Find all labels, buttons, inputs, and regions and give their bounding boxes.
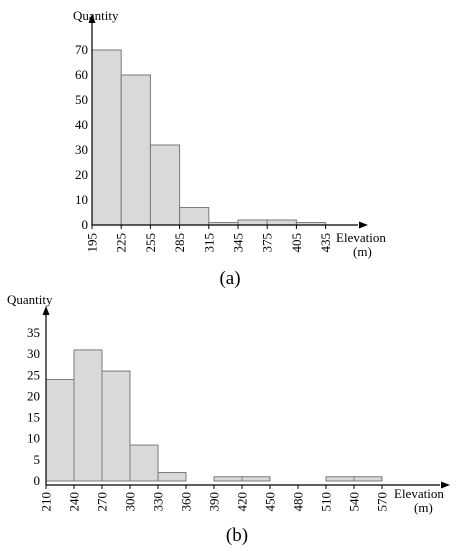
x-tick-label: 570	[375, 492, 390, 512]
x-tick-label: 225	[114, 233, 129, 253]
x-tick-label: 345	[231, 233, 246, 253]
histogram-bar	[91, 49, 122, 226]
histogram-bar	[241, 476, 271, 482]
x-tick-label: 450	[263, 492, 278, 512]
x-tick-label: 195	[85, 233, 100, 253]
histogram-bar	[101, 370, 131, 482]
y-tick-label: 30	[75, 142, 88, 157]
x-tick-label: 405	[289, 233, 304, 253]
panel-label-a: (a)	[219, 268, 240, 289]
y-tick-label: 30	[27, 346, 40, 361]
x-tick-label: 285	[172, 233, 187, 253]
x-tick-label: 390	[207, 492, 222, 512]
x-tick-label: 240	[67, 492, 82, 512]
y-tick-label: 25	[27, 367, 40, 382]
x-axis-arrow-a	[359, 221, 368, 229]
y-tick-label: 20	[27, 388, 40, 403]
x-tick-label: 210	[39, 492, 54, 512]
x-tick-label: 255	[143, 233, 158, 253]
histogram-bar	[73, 349, 103, 482]
histogram-bar	[120, 74, 151, 226]
y-tick-label: 60	[75, 67, 88, 82]
y-tick-label: 0	[82, 217, 89, 232]
x-tick-label: 270	[95, 492, 110, 512]
y-tick-label: 20	[75, 167, 88, 182]
y-tick-label: 10	[75, 192, 88, 207]
y-axis-label-a: Quantity	[73, 8, 119, 23]
histogram-bar	[179, 207, 210, 226]
x-tick-label: 300	[123, 492, 138, 512]
x-tick-label: 480	[291, 492, 306, 512]
x-tick-label: 420	[235, 492, 250, 512]
histogram-bar	[237, 219, 268, 226]
x-axis-unit-b: (m)	[414, 500, 433, 515]
y-tick-label: 10	[27, 431, 40, 446]
y-tick-label: 40	[75, 117, 88, 132]
x-tick-label: 375	[260, 233, 275, 253]
y-tick-label: 15	[27, 410, 40, 425]
x-tick-label: 435	[318, 233, 333, 253]
x-axis-label-a: Elevation	[336, 230, 386, 245]
x-axis-label-b: Elevation	[394, 486, 444, 501]
y-tick-label: 5	[34, 452, 41, 467]
histogram-bar	[157, 472, 187, 482]
panel-label-b: (b)	[226, 525, 248, 546]
histogram-bar	[45, 379, 75, 482]
histogram-bar	[129, 444, 159, 482]
histogram-bar	[353, 476, 383, 482]
x-tick-label: 315	[201, 233, 216, 253]
x-tick-label: 510	[319, 492, 334, 512]
x-tick-label: 330	[151, 492, 166, 512]
y-axis-arrow-a	[88, 14, 96, 23]
y-tick-label: 50	[75, 92, 88, 107]
x-axis-arrow-b	[441, 481, 450, 489]
histogram-a: 0 10 20 30 40 50 60 70 195 225 255 285 315 345 375 405…	[73, 8, 386, 289]
histogram-bar	[149, 144, 181, 226]
y-tick-label: 70	[75, 42, 88, 57]
y-axis-label-b: Quantity	[7, 292, 53, 307]
x-tick-label: 540	[347, 492, 362, 512]
x-tick-label: 360	[179, 492, 194, 512]
y-axis-arrow-b	[42, 306, 50, 315]
histogram-bar	[325, 476, 355, 482]
y-tick-label: 35	[27, 325, 40, 340]
histogram-bar	[213, 476, 243, 482]
histogram-bar	[266, 219, 297, 226]
y-tick-label: 0	[34, 473, 41, 488]
x-axis-unit-a: (m)	[353, 244, 372, 259]
